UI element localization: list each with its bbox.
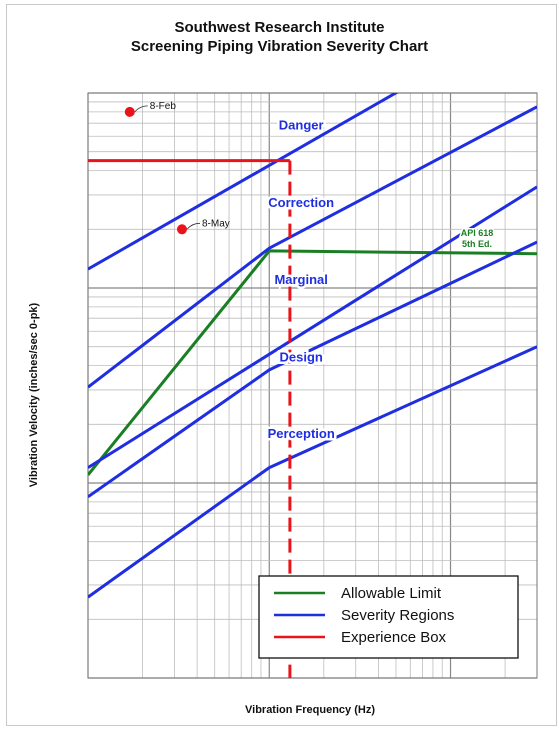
annotation-line-0: API 618 [461, 228, 494, 238]
severity-regions-line-3 [88, 185, 537, 469]
series-lines [88, 93, 537, 678]
legend-box [258, 575, 519, 659]
region-label-correction: Correction [268, 195, 334, 210]
point-label-0: 8-Feb [150, 101, 177, 112]
point-leader-1 [186, 222, 200, 230]
legend-label-2: Experience Box [341, 629, 447, 646]
severity-regions-line-5 [88, 345, 537, 599]
legend-label-1: Severity Regions [341, 607, 454, 624]
region-labels: Danger Correction Marginal Design Perception… [265, 115, 495, 444]
point-leader-0 [134, 105, 148, 113]
point-label-1: 8-May [202, 218, 230, 229]
y-axis-label: Vibration Velocity (inches/sec 0-pk) [28, 302, 40, 488]
legend-label-0: Allowable Limit [341, 585, 442, 602]
point-markers: 8-Feb 8-May [124, 101, 230, 235]
allowable-limit-line-0 [88, 249, 537, 476]
region-label-marginal: Marginal [274, 272, 327, 287]
region-label-design: Design [280, 349, 323, 364]
annotation-line-1: 5th Ed. [462, 239, 492, 249]
severity-regions-line-4 [88, 240, 537, 499]
region-label-perception: Perception [268, 426, 335, 441]
data-point-1 [176, 224, 187, 235]
severity-regions-line-1 [88, 93, 399, 271]
chart-frame [6, 4, 557, 726]
x-axis-label: Vibration Frequency (Hz) [245, 704, 375, 716]
legend: Allowable Limit Severity Regions Experienc… [258, 575, 519, 659]
chart-subtitle: Screening Piping Vibration Severity Char… [130, 38, 429, 55]
region-label-danger: Danger [279, 117, 324, 132]
chart-title: Southwest Research Institute [174, 19, 385, 36]
data-point-0 [124, 106, 135, 117]
severity-regions-line-2 [88, 105, 537, 389]
